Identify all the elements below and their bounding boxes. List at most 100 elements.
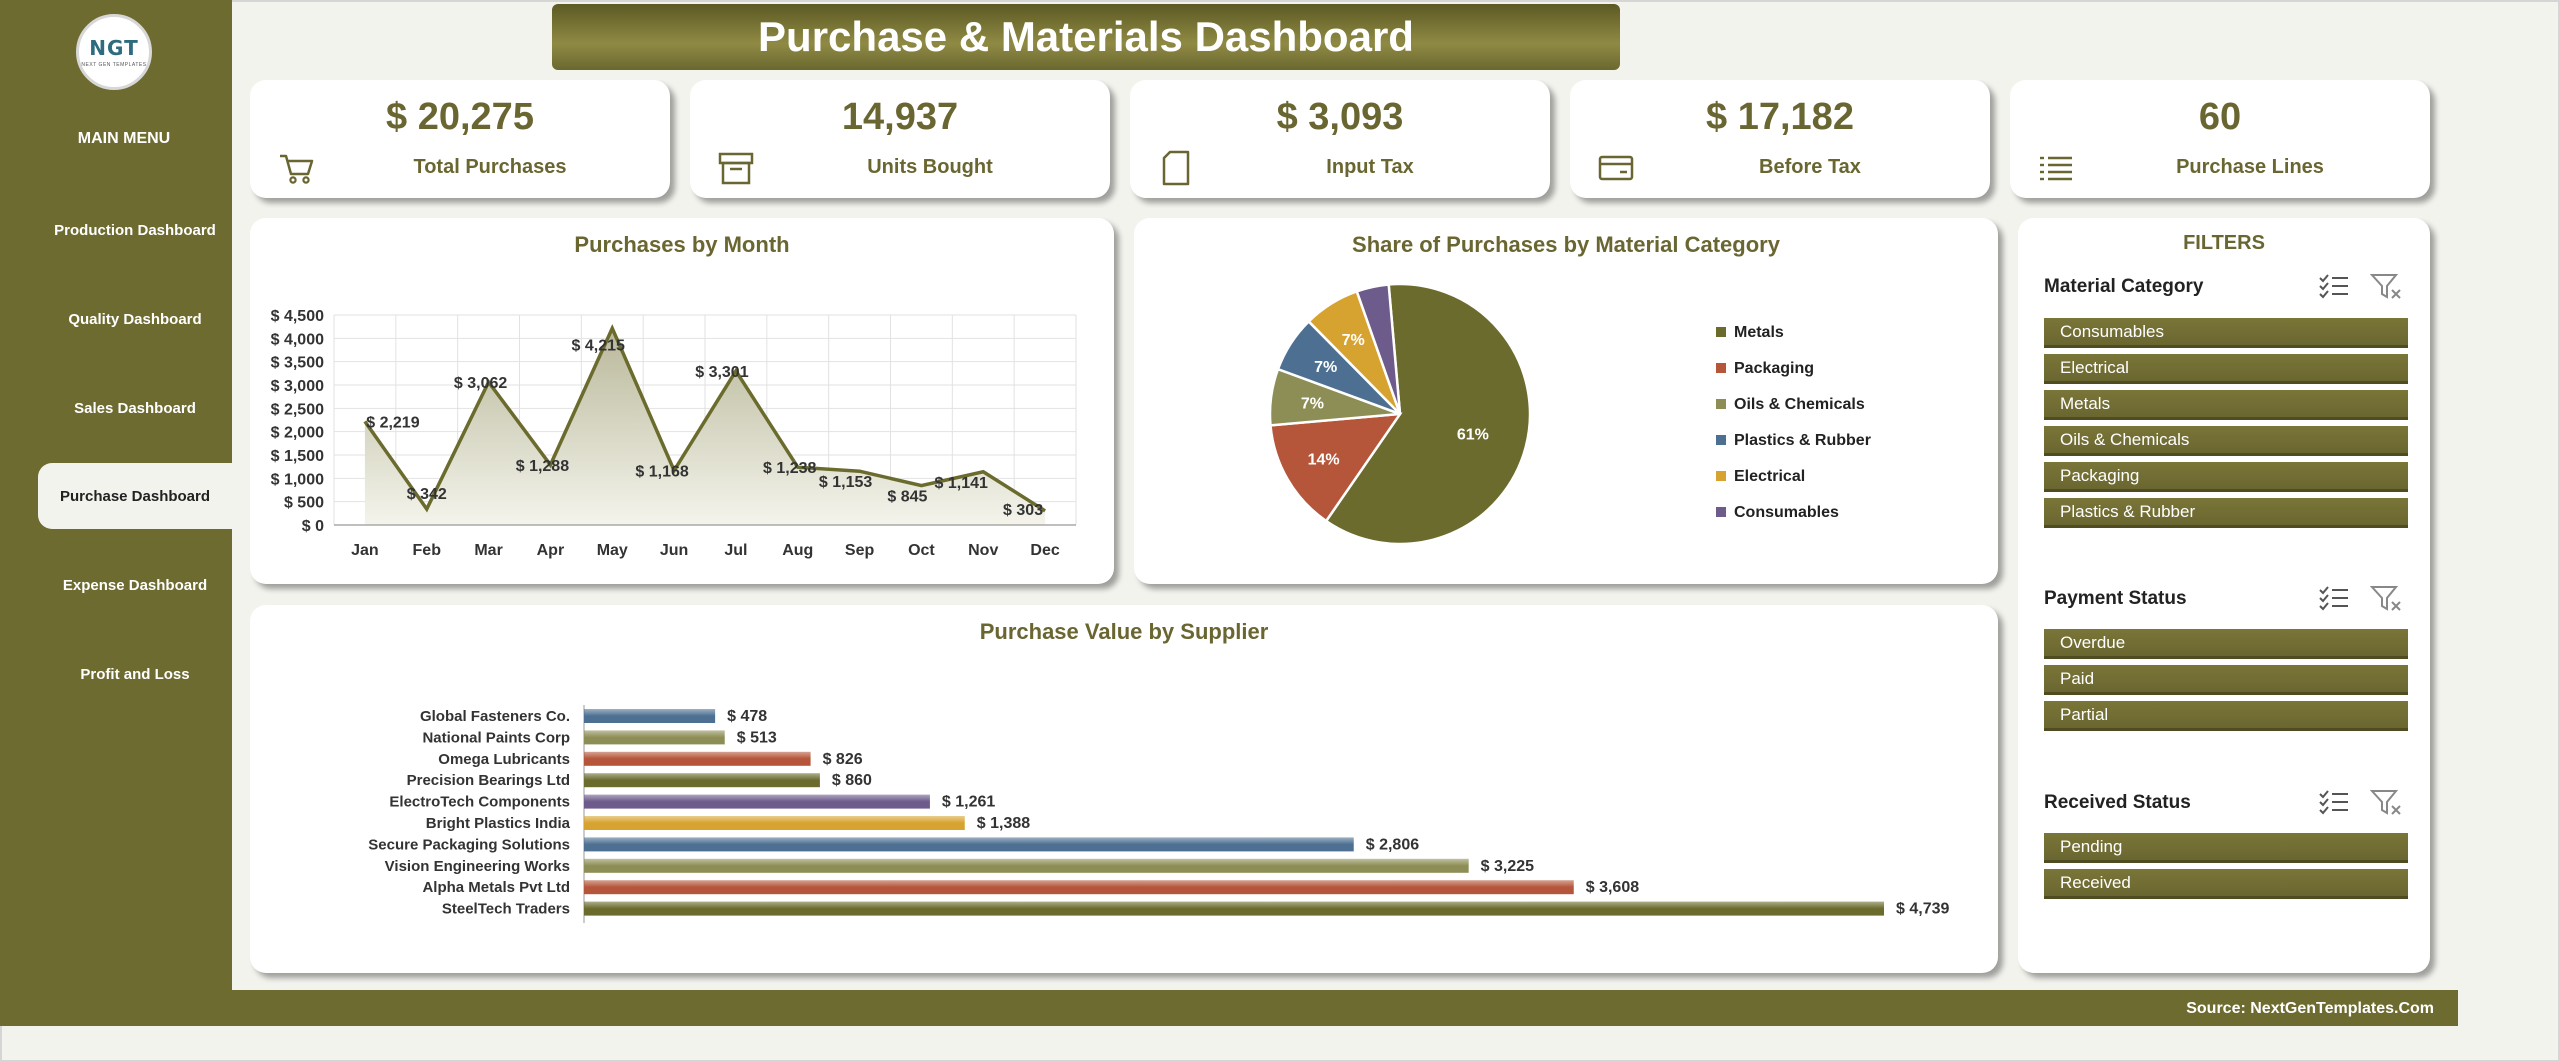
legend-swatch: [1716, 507, 1726, 517]
data-label: $ 4,215: [572, 337, 625, 354]
purchases-by-month-panel: Purchases by Month $ 0 $ 500 $ 1,000 $ 1,50…: [250, 218, 1114, 584]
filter-option-received[interactable]: Received: [2044, 869, 2408, 899]
sidebar: NGT NEXT GEN TEMPLATES MAIN MENU Product…: [0, 0, 232, 990]
y-tick-label: $ 1,000: [271, 471, 324, 488]
filter-option-consumables[interactable]: Consumables: [2044, 318, 2408, 348]
kpi-card-units-bought: 14,937 Units Bought: [690, 80, 1110, 198]
filter-option-oils-chemicals[interactable]: Oils & Chemicals: [2044, 426, 2408, 456]
multi-select-icon[interactable]: [2318, 584, 2350, 612]
payment-status-tools: [2318, 584, 2402, 612]
bar-data-label: $ 3,225: [1481, 858, 1534, 875]
y-category-label: Vision Engineering Works: [385, 858, 570, 875]
bar: [584, 794, 930, 809]
bar-data-label: $ 2,806: [1366, 836, 1419, 853]
y-tick-label: $ 1,500: [271, 448, 324, 465]
received-status-title: Received Status: [2044, 792, 2191, 813]
payment-status-title: Payment Status: [2044, 588, 2187, 609]
kpi-label: Purchase Lines: [2176, 156, 2324, 178]
bar-data-label: $ 826: [823, 751, 863, 768]
supplier-bar-chart: Global Fasteners Co. $ 478 National Paints…: [368, 705, 1949, 923]
data-label: $ 1,168: [635, 463, 688, 480]
y-tick-label: $ 2,000: [271, 425, 324, 442]
y-category-label: Global Fasteners Co.: [420, 708, 570, 725]
kpi-card-purchase-lines: 60 Purchase Lines: [2010, 80, 2430, 198]
nav-sales-dashboard[interactable]: Sales Dashboard: [74, 399, 196, 417]
filter-option-electrical[interactable]: Electrical: [2044, 354, 2408, 384]
legend-label: Metals: [1734, 324, 1784, 341]
material-category-title: Material Category: [2044, 276, 2204, 297]
data-label: $ 303: [1003, 502, 1043, 519]
card-icon: [1598, 155, 1634, 181]
filter-option-pending[interactable]: Pending: [2044, 833, 2408, 863]
y-tick-label: $ 0: [302, 518, 324, 535]
filter-option-metals[interactable]: Metals: [2044, 390, 2408, 420]
bar-data-label: $ 3,608: [1586, 879, 1639, 896]
document-icon: [1162, 150, 1190, 186]
clear-filter-icon[interactable]: [2370, 584, 2402, 612]
clear-filter-icon[interactable]: [2370, 788, 2402, 816]
logo-subtext: NEXT GEN TEMPLATES: [81, 62, 147, 68]
multi-select-icon[interactable]: [2318, 788, 2350, 816]
kpi-label: Total Purchases: [413, 156, 567, 178]
y-tick-label: $ 3,000: [271, 378, 324, 395]
nav-expense-dashboard[interactable]: Expense Dashboard: [62, 576, 208, 594]
bar: [584, 751, 811, 766]
chart-title: Purchases by Month: [574, 232, 790, 257]
legend-label: Consumables: [1734, 504, 1839, 521]
bar: [584, 730, 725, 745]
filter-option-partial[interactable]: Partial: [2044, 701, 2408, 731]
filters-panel: FILTERS Material Category Consumables El…: [2018, 218, 2430, 973]
y-tick-label: $ 4,000: [271, 331, 324, 348]
data-label: $ 3,062: [454, 375, 507, 392]
pie-data-label: 61%: [1457, 426, 1489, 443]
cart-icon: [280, 154, 314, 184]
y-category-label: National Paints Corp: [422, 729, 570, 746]
chart-title: Purchase Value by Supplier: [979, 619, 1269, 644]
bar: [584, 816, 965, 830]
received-status-tools: [2318, 788, 2402, 816]
list-icon: [2040, 156, 2072, 181]
pie-data-label: 7%: [1301, 395, 1324, 412]
bar: [584, 709, 716, 723]
bar: [584, 880, 1574, 895]
x-tick-label: Jul: [724, 542, 747, 559]
filter-option-overdue[interactable]: Overdue: [2044, 629, 2408, 659]
y-tick-label: $ 500: [284, 495, 324, 512]
y-tick-label: $ 2,500: [271, 401, 324, 418]
kpi-card-input-tax: $ 3,093 Input Tax: [1130, 80, 1550, 198]
material-category-tools: [2318, 272, 2402, 300]
main-menu-title: MAIN MENU: [77, 130, 171, 147]
pie-data-label: 7%: [1314, 359, 1337, 376]
filter-option-packaging[interactable]: Packaging: [2044, 462, 2408, 492]
legend-swatch: [1716, 327, 1726, 337]
purchases-by-month-chart: $ 0 $ 500 $ 1,000 $ 1,500 $ 2,000 $ 2,500 $ 3,…: [271, 308, 1077, 559]
y-category-label: ElectroTech Components: [389, 794, 570, 811]
bar-data-label: $ 1,261: [942, 794, 995, 811]
bar-data-label: $ 478: [727, 708, 767, 725]
nav-profit-and-loss[interactable]: Profit and Loss: [80, 665, 190, 683]
y-category-label: Precision Bearings Ltd: [407, 772, 570, 789]
nav-quality-dashboard[interactable]: Quality Dashboard: [68, 310, 202, 328]
filter-option-paid[interactable]: Paid: [2044, 665, 2408, 695]
kpi-card-before-tax: $ 17,182 Before Tax: [1570, 80, 1990, 198]
company-logo: NGT NEXT GEN TEMPLATES: [76, 14, 152, 90]
data-label: $ 1,238: [763, 460, 816, 477]
bar: [584, 773, 820, 788]
kpi-value: $ 20,275: [386, 96, 534, 138]
x-tick-label: Aug: [782, 542, 813, 559]
pie-slice-metals: [1324, 282, 1532, 546]
clear-filter-icon[interactable]: [2370, 272, 2402, 300]
pie-data-label: 7%: [1342, 332, 1365, 349]
x-tick-label: Nov: [968, 542, 998, 559]
nav-purchase-dashboard[interactable]: Purchase Dashboard: [38, 463, 232, 529]
filter-option-plastics-rubber[interactable]: Plastics & Rubber: [2044, 498, 2408, 528]
legend-label: Packaging: [1734, 360, 1814, 377]
data-label: $ 845: [887, 489, 927, 506]
data-label: $ 342: [407, 486, 447, 503]
x-tick-label: Jan: [351, 542, 379, 559]
pie-slice-consumables: [1355, 283, 1402, 415]
supplier-panel: Purchase Value by Supplier Global Fasten…: [250, 605, 1998, 973]
bar: [584, 901, 1884, 916]
nav-production-dashboard[interactable]: Production Dashboard: [54, 221, 216, 239]
multi-select-icon[interactable]: [2318, 272, 2350, 300]
